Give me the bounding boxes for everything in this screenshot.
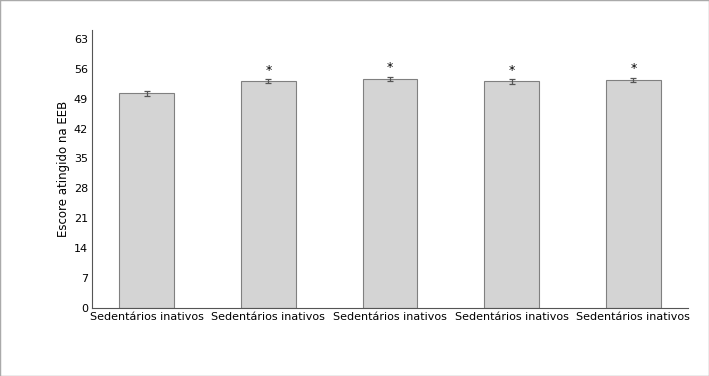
Bar (119, 93, 174, 308)
Bar (606, 80, 661, 308)
Text: *: * (508, 64, 515, 77)
Y-axis label: Escore atingido na EEB: Escore atingido na EEB (57, 101, 69, 237)
Bar (484, 82, 539, 308)
Bar (241, 80, 296, 308)
Text: *: * (265, 64, 272, 77)
Text: *: * (630, 62, 637, 76)
Text: *: * (387, 61, 393, 74)
Bar (362, 79, 418, 308)
